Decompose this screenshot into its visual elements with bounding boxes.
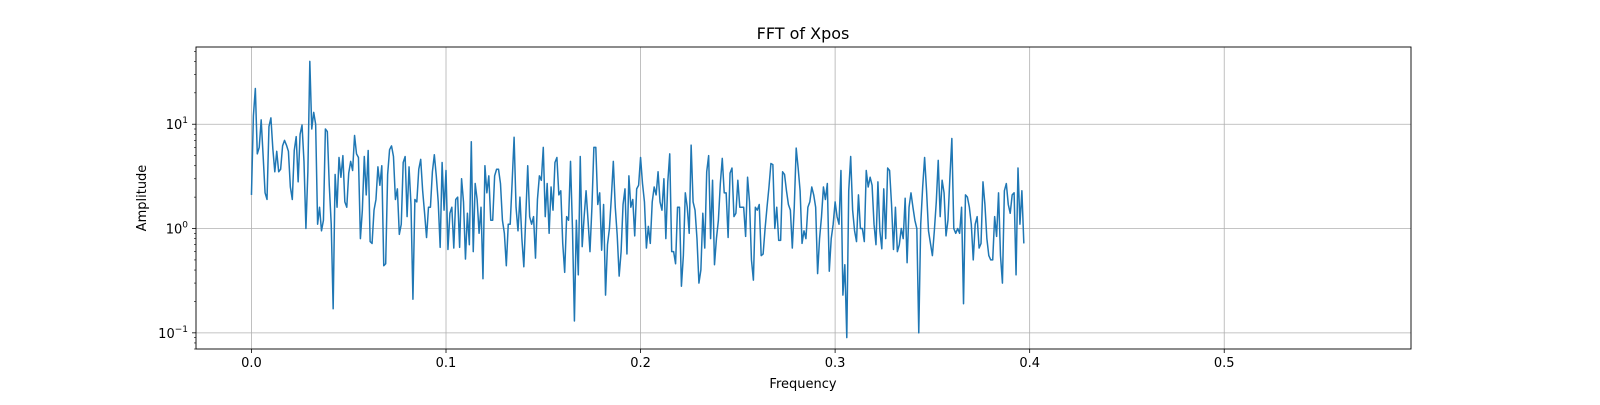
axes-frame xyxy=(195,46,1412,350)
series-layer xyxy=(250,60,1025,339)
y-tick-label: 100 xyxy=(166,221,189,238)
axis-ticks: 0.0 0.1 0.2 0.3 0.4 0.5 101 100 10−1 xyxy=(158,51,1235,371)
x-tick-label: 0.0 xyxy=(241,356,262,371)
x-tick-label: 0.2 xyxy=(630,356,651,371)
x-axis-label: Frequency xyxy=(769,377,836,392)
series-line xyxy=(250,60,1025,339)
y-tick-label: 101 xyxy=(166,116,188,133)
x-tick-label: 0.4 xyxy=(1019,356,1040,371)
x-tick-label: 0.3 xyxy=(825,356,846,371)
x-tick-label: 0.1 xyxy=(436,356,457,371)
chart-title: FFT of Xpos xyxy=(757,24,850,43)
y-tick-label: 10−1 xyxy=(158,325,188,342)
x-tick-label: 0.5 xyxy=(1214,356,1235,371)
y-axis-label: Amplitude xyxy=(135,165,150,232)
